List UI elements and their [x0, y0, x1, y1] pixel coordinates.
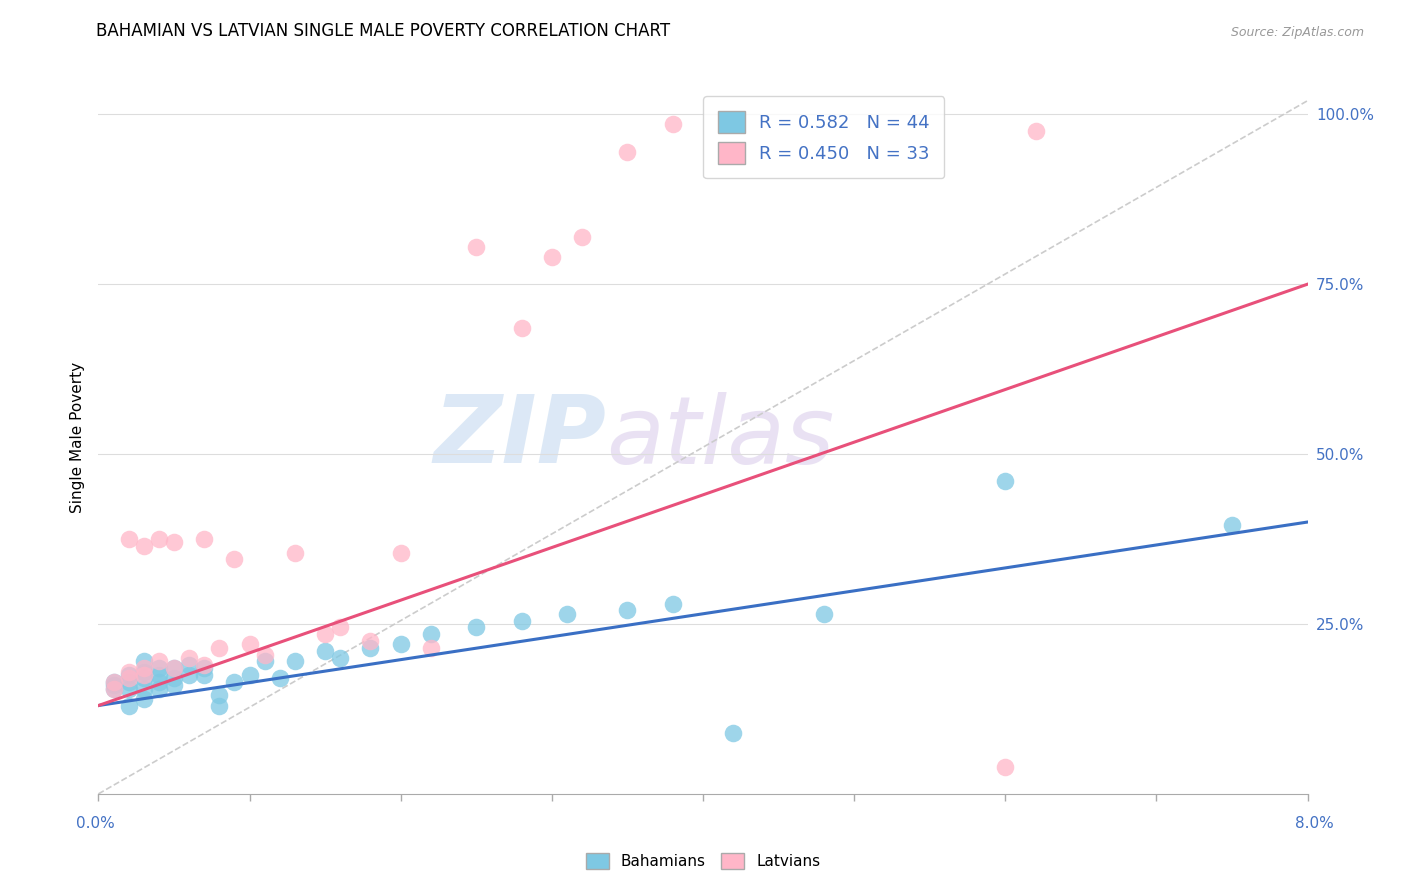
Point	[208, 698, 231, 713]
Point	[118, 674, 141, 689]
Point	[118, 665, 141, 679]
Point	[253, 654, 276, 668]
Point	[132, 665, 155, 679]
Text: Source: ZipAtlas.com: Source: ZipAtlas.com	[1230, 26, 1364, 38]
Point	[193, 657, 215, 672]
Point	[193, 532, 215, 546]
Point	[1025, 124, 1047, 138]
Point	[239, 637, 262, 651]
Point	[163, 671, 186, 685]
Point	[314, 627, 336, 641]
Point	[148, 532, 170, 546]
Point	[616, 603, 638, 617]
Point	[540, 250, 562, 264]
Text: 0.0%: 0.0%	[76, 816, 115, 830]
Point	[103, 681, 125, 696]
Point	[132, 668, 155, 682]
Point	[132, 654, 155, 668]
Point	[465, 620, 488, 634]
Point	[555, 607, 578, 621]
Point	[208, 640, 231, 655]
Point	[314, 644, 336, 658]
Point	[163, 535, 186, 549]
Point	[389, 546, 412, 560]
Legend: Bahamians, Latvians: Bahamians, Latvians	[579, 847, 827, 875]
Point	[465, 240, 488, 254]
Point	[813, 607, 835, 621]
Point	[661, 597, 683, 611]
Point	[329, 651, 352, 665]
Point	[103, 681, 125, 696]
Point	[420, 627, 443, 641]
Point	[269, 671, 291, 685]
Point	[284, 654, 307, 668]
Point	[661, 118, 683, 132]
Point	[118, 698, 141, 713]
Point	[148, 654, 170, 668]
Point	[163, 661, 186, 675]
Legend: R = 0.582   N = 44, R = 0.450   N = 33: R = 0.582 N = 44, R = 0.450 N = 33	[703, 96, 945, 178]
Point	[723, 725, 745, 739]
Point	[360, 634, 382, 648]
Point	[132, 539, 155, 553]
Point	[994, 760, 1017, 774]
Point	[103, 674, 125, 689]
Point	[571, 229, 593, 244]
Point	[132, 671, 155, 685]
Point	[118, 681, 141, 696]
Point	[253, 648, 276, 662]
Point	[389, 637, 412, 651]
Point	[148, 661, 170, 675]
Point	[179, 668, 201, 682]
Point	[118, 532, 141, 546]
Point	[118, 671, 141, 685]
Point	[118, 668, 141, 682]
Point	[224, 552, 246, 566]
Point	[179, 651, 201, 665]
Point	[1220, 518, 1243, 533]
Point	[360, 640, 382, 655]
Point	[103, 674, 125, 689]
Text: BAHAMIAN VS LATVIAN SINGLE MALE POVERTY CORRELATION CHART: BAHAMIAN VS LATVIAN SINGLE MALE POVERTY …	[96, 21, 669, 39]
Point	[193, 661, 215, 675]
Point	[132, 691, 155, 706]
Point	[193, 668, 215, 682]
Y-axis label: Single Male Poverty: Single Male Poverty	[69, 361, 84, 513]
Point	[420, 640, 443, 655]
Point	[208, 689, 231, 703]
Point	[163, 678, 186, 692]
Point	[179, 657, 201, 672]
Point	[284, 546, 307, 560]
Point	[163, 661, 186, 675]
Point	[994, 475, 1017, 489]
Point	[132, 681, 155, 696]
Point	[329, 620, 352, 634]
Text: atlas: atlas	[606, 392, 835, 483]
Text: 8.0%: 8.0%	[1295, 816, 1334, 830]
Point	[239, 668, 262, 682]
Point	[510, 614, 533, 628]
Point	[510, 321, 533, 335]
Point	[132, 661, 155, 675]
Point	[224, 674, 246, 689]
Point	[616, 145, 638, 159]
Point	[148, 668, 170, 682]
Text: ZIP: ZIP	[433, 391, 606, 483]
Point	[148, 681, 170, 696]
Point	[103, 678, 125, 692]
Point	[148, 674, 170, 689]
